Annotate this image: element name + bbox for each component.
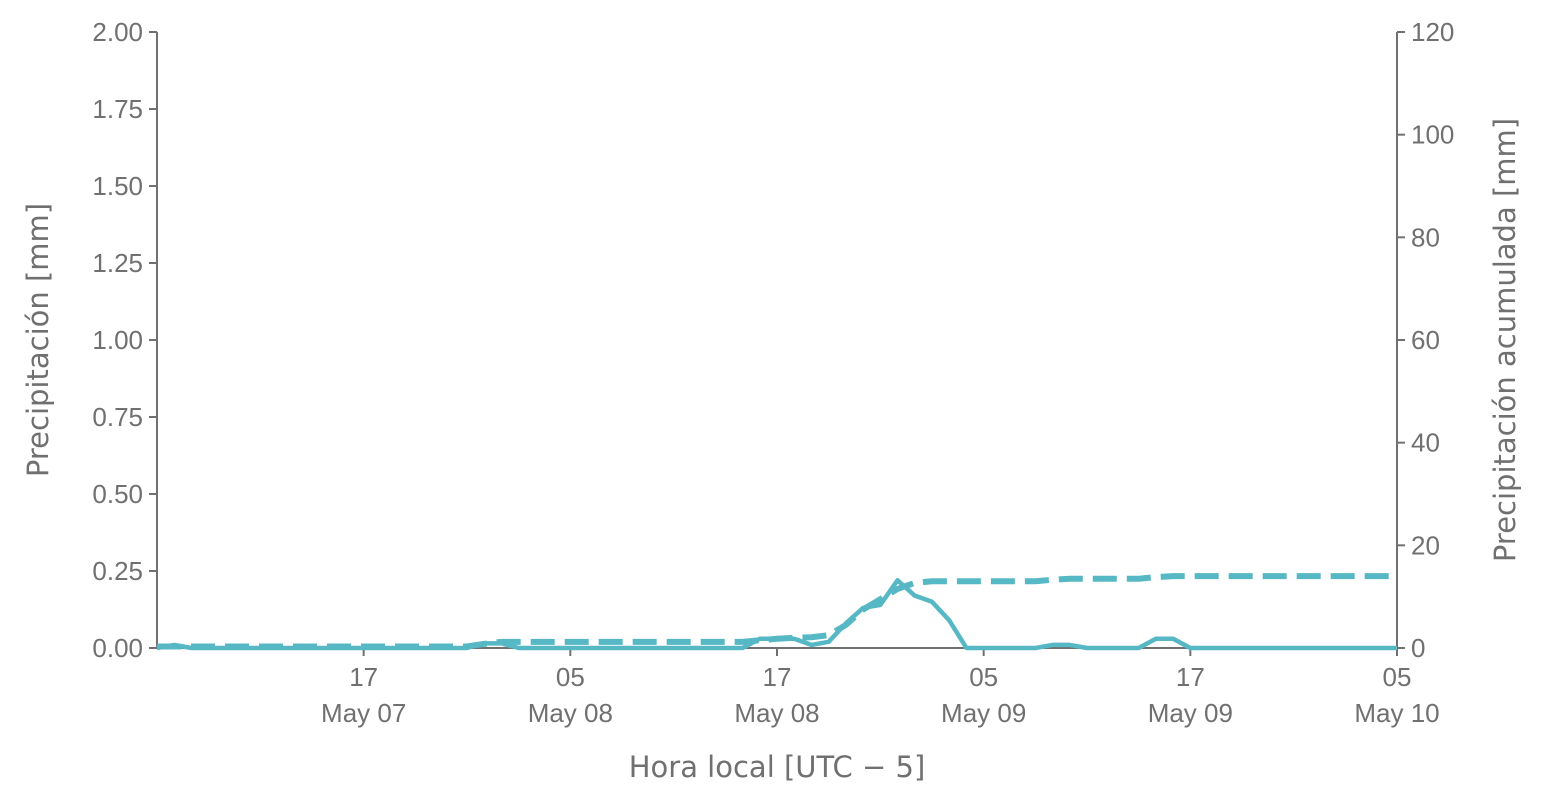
x-tick-label: 05 May 09 [941, 662, 1026, 728]
y-tick-label: 2.00 [92, 17, 143, 47]
y-tick-label: 0.00 [92, 633, 143, 663]
y2-tick-label: 60 [1411, 325, 1440, 355]
series-line [157, 573, 1397, 650]
y2-tick-label: 0 [1411, 633, 1425, 663]
x-tick-label: 17 May 09 [1148, 662, 1233, 728]
x-tick-label: 05 May 08 [528, 662, 613, 728]
y2-tick-label: 40 [1411, 428, 1440, 458]
y-tick-label: 0.25 [92, 556, 143, 586]
y2-tick-label: 80 [1411, 222, 1440, 252]
y-tick-label: 0.50 [92, 479, 143, 509]
x-tick-label: 17 May 07 [321, 662, 406, 728]
x-axis-title: Hora local [UTC − 5] [629, 750, 926, 784]
y-tick-label: 0.75 [92, 402, 143, 432]
y-tick-label: 1.25 [92, 248, 143, 278]
x-tick-label: 05 May 10 [1354, 662, 1439, 728]
y2-tick-label: 120 [1411, 17, 1454, 47]
y-tick-label: 1.75 [92, 94, 143, 124]
y2-tick-label: 100 [1411, 120, 1454, 150]
y2-tick-label: 20 [1411, 530, 1440, 560]
x-tick-label: 17 May 08 [734, 662, 819, 728]
y-axis-title: Precipitación [mm] [21, 203, 55, 477]
y-tick-label: 1.00 [92, 325, 143, 355]
y2-axis-title: Precipitación acumulada [mm] [1488, 118, 1522, 562]
y-tick-label: 1.50 [92, 171, 143, 201]
